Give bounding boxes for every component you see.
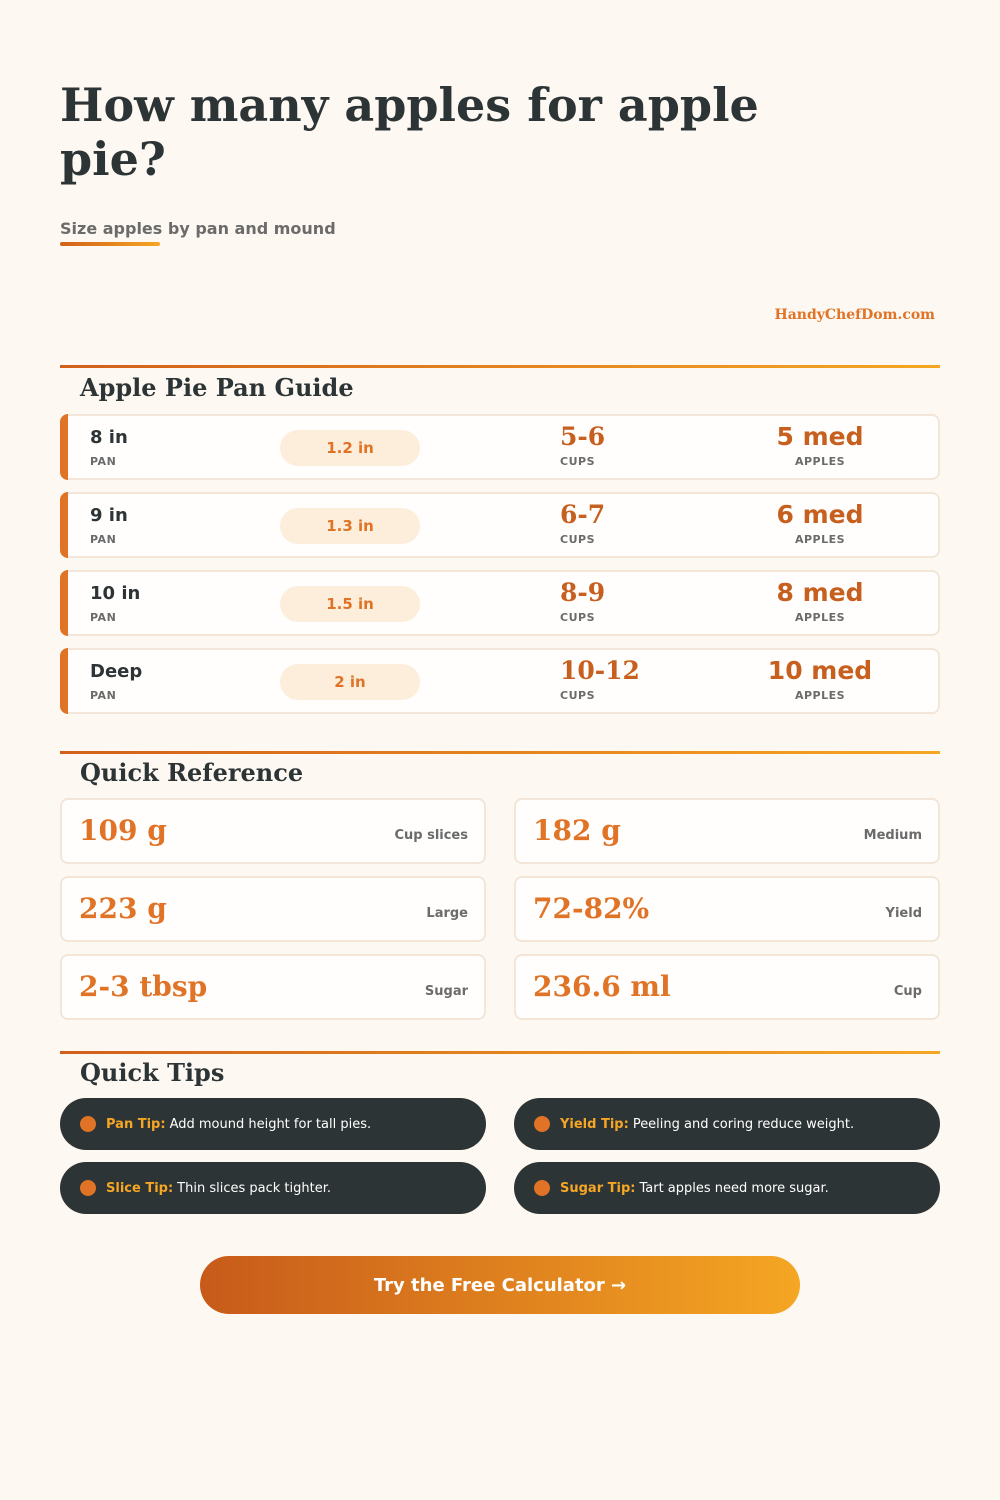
tip-text: Thin slices pack tighter.: [177, 1180, 331, 1196]
section-title-quick-tips: Quick Tips: [80, 1058, 225, 1087]
reference-value: 223 g: [79, 892, 167, 925]
pan-label: PAN: [90, 689, 117, 702]
tip-text: Add mound height for tall pies.: [169, 1116, 372, 1132]
cups-value: 8-9: [560, 578, 606, 607]
try-calculator-button[interactable]: Try the Free Calculator →: [200, 1256, 800, 1314]
bullet-dot-icon: [534, 1180, 550, 1196]
section-divider: [60, 751, 940, 754]
section-divider: [60, 365, 940, 368]
reference-label: Cup slices: [394, 828, 468, 843]
apples-label: APPLES: [794, 611, 846, 624]
pan-size: 10 in: [90, 583, 141, 604]
reference-card: 109 g Cup slices: [60, 798, 486, 864]
apples-label: APPLES: [794, 455, 846, 468]
cups-label: CUPS: [560, 611, 595, 624]
reference-label: Large: [426, 906, 468, 921]
reference-value: 236.6 ml: [533, 970, 671, 1003]
cups-value: 6-7: [560, 500, 606, 529]
page: How many apples for apple pie? Size appl…: [60, 0, 940, 1500]
reference-card: 223 g Large: [60, 876, 486, 942]
cups-label: CUPS: [560, 689, 595, 702]
reference-label: Cup: [893, 984, 922, 999]
pan-label: PAN: [90, 611, 117, 624]
bullet-dot-icon: [80, 1180, 96, 1196]
cups-label: CUPS: [560, 533, 595, 546]
pan-size: 9 in: [90, 505, 128, 526]
tip-pill: Slice Tip: Thin slices pack tighter.: [60, 1162, 486, 1214]
section-divider: [60, 1051, 940, 1054]
section-title-quick-reference: Quick Reference: [80, 758, 304, 787]
reference-label: Yield: [885, 906, 922, 921]
reference-card: 236.6 ml Cup: [514, 954, 940, 1020]
pan-size: 8 in: [90, 427, 128, 448]
reference-value: 182 g: [533, 814, 621, 847]
reference-value: 2-3 tbsp: [79, 970, 208, 1003]
apples-value: 5 med: [776, 422, 864, 451]
pan-label: PAN: [90, 533, 117, 546]
mound-height-badge: 2 in: [280, 664, 420, 700]
pan-label: PAN: [90, 455, 117, 468]
apples-value: 8 med: [776, 578, 864, 607]
pan-size: Deep: [90, 661, 143, 682]
reference-label: Medium: [863, 828, 922, 843]
tip-label: Sugar Tip:: [560, 1180, 636, 1196]
reference-card: 2-3 tbsp Sugar: [60, 954, 486, 1020]
pan-row: Deep PAN 2 in 10-12 CUPS 10 med APPLES: [60, 648, 940, 714]
tip-pill: Pan Tip: Add mound height for tall pies.: [60, 1098, 486, 1150]
tip-label: Yield Tip:: [560, 1116, 629, 1132]
pan-row: 8 in PAN 1.2 in 5-6 CUPS 5 med APPLES: [60, 414, 940, 480]
apples-label: APPLES: [794, 533, 846, 546]
bullet-dot-icon: [80, 1116, 96, 1132]
subtitle-underline: [60, 242, 160, 246]
apples-value: 10 med: [767, 656, 873, 685]
apples-value: 6 med: [776, 500, 864, 529]
cups-label: CUPS: [560, 455, 595, 468]
reference-value: 72-82%: [533, 892, 650, 925]
reference-label: Sugar: [424, 984, 468, 999]
apples-label: APPLES: [794, 689, 846, 702]
pan-row: 9 in PAN 1.3 in 6-7 CUPS 6 med APPLES: [60, 492, 940, 558]
pan-row: 10 in PAN 1.5 in 8-9 CUPS 8 med APPLES: [60, 570, 940, 636]
tip-pill: Sugar Tip: Tart apples need more sugar.: [514, 1162, 940, 1214]
mound-height-badge: 1.2 in: [280, 430, 420, 466]
tip-text: Tart apples need more sugar.: [639, 1180, 829, 1196]
brand-link[interactable]: HandyChefDom.com: [774, 307, 936, 323]
mound-height-badge: 1.3 in: [280, 508, 420, 544]
tip-label: Pan Tip:: [106, 1116, 166, 1132]
cups-value: 5-6: [560, 422, 606, 451]
reference-value: 109 g: [79, 814, 167, 847]
section-title-pan-guide: Apple Pie Pan Guide: [80, 373, 354, 402]
page-title: How many apples for apple pie?: [60, 78, 759, 186]
reference-card: 182 g Medium: [514, 798, 940, 864]
reference-card: 72-82% Yield: [514, 876, 940, 942]
cups-value: 10-12: [560, 656, 640, 685]
bullet-dot-icon: [534, 1116, 550, 1132]
page-subtitle: Size apples by pan and mound: [60, 219, 336, 238]
tip-pill: Yield Tip: Peeling and coring reduce wei…: [514, 1098, 940, 1150]
tip-text: Peeling and coring reduce weight.: [632, 1116, 855, 1132]
tip-label: Slice Tip:: [106, 1180, 174, 1196]
mound-height-badge: 1.5 in: [280, 586, 420, 622]
